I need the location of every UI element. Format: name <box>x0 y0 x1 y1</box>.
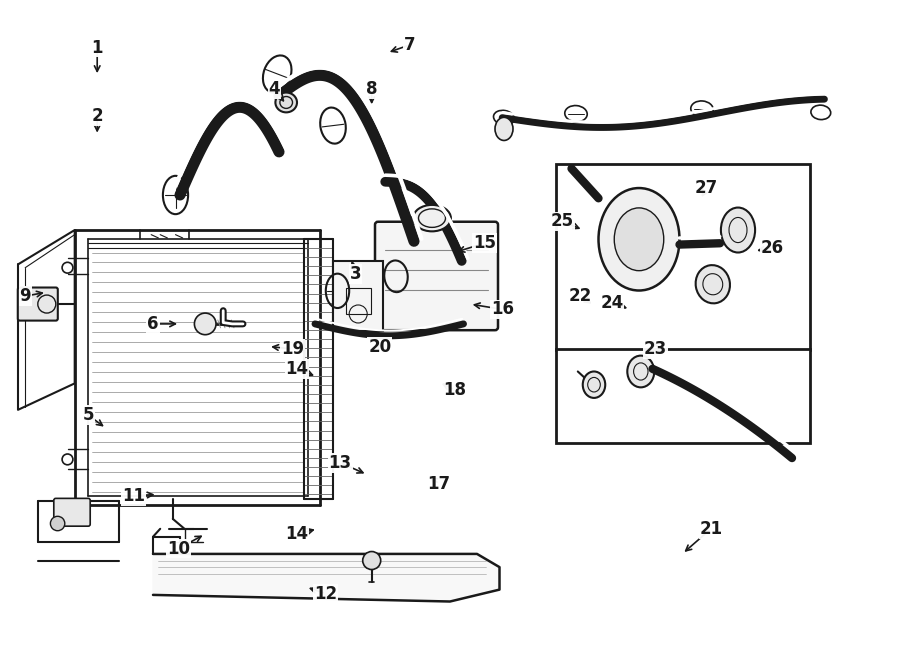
Circle shape <box>194 313 216 334</box>
Text: 8: 8 <box>366 80 377 98</box>
Text: 9: 9 <box>20 287 31 305</box>
Text: 16: 16 <box>491 300 514 319</box>
Text: 17: 17 <box>428 475 451 493</box>
Text: 19: 19 <box>281 340 304 358</box>
Text: 5: 5 <box>83 406 94 424</box>
Ellipse shape <box>495 118 513 141</box>
Text: 27: 27 <box>695 179 718 198</box>
Bar <box>556 164 810 350</box>
Text: 12: 12 <box>314 584 338 603</box>
FancyBboxPatch shape <box>375 221 498 330</box>
Ellipse shape <box>413 205 451 231</box>
FancyBboxPatch shape <box>18 288 58 321</box>
Text: 18: 18 <box>443 381 466 399</box>
Bar <box>556 349 810 443</box>
Circle shape <box>50 516 65 531</box>
Circle shape <box>62 454 73 465</box>
Text: 15: 15 <box>472 234 496 253</box>
Circle shape <box>363 551 381 570</box>
Ellipse shape <box>275 93 297 112</box>
Text: 13: 13 <box>328 453 352 472</box>
Ellipse shape <box>721 208 755 253</box>
Text: 22: 22 <box>569 287 592 305</box>
Text: 14: 14 <box>285 525 309 543</box>
Text: 25: 25 <box>551 212 574 231</box>
Text: 7: 7 <box>404 36 415 54</box>
Bar <box>333 261 382 330</box>
Text: 1: 1 <box>92 38 103 57</box>
Text: 14: 14 <box>285 360 309 378</box>
Circle shape <box>62 262 73 273</box>
Text: 4: 4 <box>269 80 280 98</box>
Ellipse shape <box>583 371 605 398</box>
Text: 10: 10 <box>166 539 190 558</box>
Text: 24: 24 <box>600 293 624 312</box>
Ellipse shape <box>627 356 654 387</box>
Text: 20: 20 <box>368 338 392 356</box>
Text: 6: 6 <box>148 315 158 333</box>
Text: 3: 3 <box>350 265 361 284</box>
Text: 21: 21 <box>699 520 723 538</box>
Bar <box>346 288 371 314</box>
FancyBboxPatch shape <box>54 498 90 526</box>
Polygon shape <box>153 554 500 602</box>
Text: 11: 11 <box>122 486 145 505</box>
Text: 2: 2 <box>92 106 103 125</box>
Text: 23: 23 <box>644 340 667 358</box>
Ellipse shape <box>614 208 664 271</box>
Ellipse shape <box>598 188 680 291</box>
Ellipse shape <box>696 265 730 303</box>
Text: 26: 26 <box>760 239 784 257</box>
